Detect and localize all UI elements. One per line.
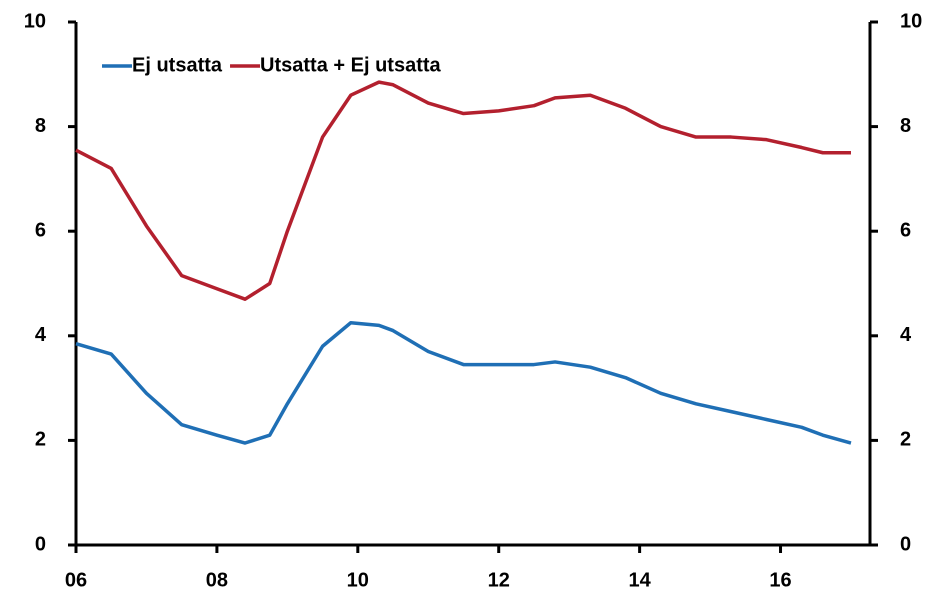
x-tick-label: 16: [769, 569, 791, 591]
y2-tick-label: 0: [900, 533, 911, 555]
y-tick-label: 6: [35, 219, 46, 241]
y-tick-label: 10: [24, 10, 46, 32]
legend-label: Utsatta + Ej utsatta: [260, 54, 441, 76]
y-tick-label: 0: [35, 533, 46, 555]
x-tick-label: 14: [628, 569, 651, 591]
y-tick-label: 8: [35, 115, 46, 137]
y2-tick-label: 2: [900, 429, 911, 451]
y2-tick-label: 4: [900, 324, 912, 346]
x-tick-label: 12: [488, 569, 510, 591]
legend-label: Ej utsatta: [132, 54, 223, 76]
y2-tick-label: 8: [900, 115, 911, 137]
y-tick-label: 4: [35, 324, 47, 346]
y2-tick-label: 6: [900, 219, 911, 241]
series-line: [75, 80, 851, 301]
x-tick-label: 10: [347, 569, 369, 591]
y-tick-label: 2: [35, 429, 46, 451]
series-line: [75, 320, 852, 445]
y2-tick-label: 10: [900, 10, 922, 32]
x-tick-label: 06: [65, 569, 87, 591]
x-tick-label: 08: [206, 569, 228, 591]
